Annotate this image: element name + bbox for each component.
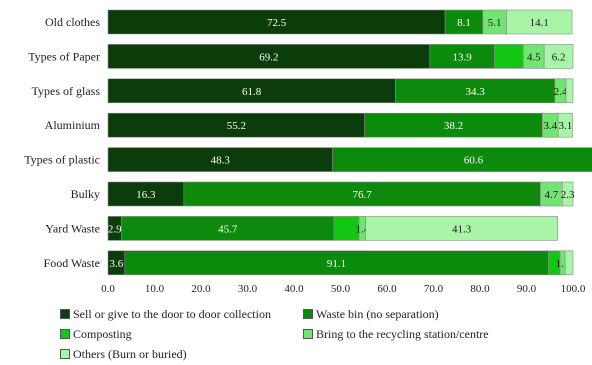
data-label: 13.9	[452, 51, 472, 63]
legend-label-door-collection: Sell or give to the door to door collect…	[73, 306, 271, 321]
legend-item-recycling-station: Bring to the recycling station/centre	[303, 327, 489, 342]
bar-segment	[562, 181, 574, 207]
bar-segment	[107, 147, 333, 172]
stacked-bar-chart: Old clothes Types of Paper Types of glass A…	[24, 9, 592, 295]
chart-legend: Sell or give to the door to door collect…	[60, 304, 590, 364]
bar-segment	[565, 78, 574, 104]
data-label: 60.6	[464, 155, 484, 167]
bar-segment	[364, 112, 543, 138]
data-label: 4.5	[527, 51, 541, 63]
legend-item-door-collection: Sell or give to the door to door collect…	[60, 307, 303, 322]
legend-item-others: Others (Burn or buried)	[60, 347, 303, 362]
data-label: 8.1	[457, 17, 471, 29]
data-label: 61.8	[242, 86, 262, 98]
legend-swatch-composting	[60, 329, 70, 339]
data-label: 55.2	[227, 120, 246, 132]
data-label: 41.3	[452, 223, 472, 235]
bar-segment	[543, 44, 574, 69]
bar-segment	[121, 216, 335, 241]
data-label: 2.9	[108, 223, 122, 235]
legend-item-waste-bin: Waste bin (no separation)	[303, 307, 439, 322]
bar-segment	[107, 9, 446, 35]
x-tick-label: 30.0	[238, 283, 258, 295]
legend-item-composting: Composting	[60, 327, 303, 342]
x-tick-label: 90.0	[517, 283, 537, 295]
x-tick-label: 70.0	[424, 283, 444, 295]
data-label: 45.7	[218, 223, 238, 235]
category-label: Yard Waste	[45, 221, 100, 235]
data-label: 5.1	[488, 17, 502, 29]
data-label: 14.1	[530, 17, 549, 29]
x-tick-label: 0.0	[101, 283, 115, 295]
bar-segment	[107, 44, 431, 69]
category-label: Food Waste	[44, 256, 100, 270]
data-label: 6.2	[552, 51, 566, 63]
x-tick-label: 50.0	[331, 283, 351, 295]
data-label: 3.6	[109, 258, 123, 270]
data-label: 91.1	[327, 258, 346, 270]
bar-segment	[332, 147, 592, 172]
data-label: 72.5	[267, 17, 287, 29]
x-tick-label: 10.0	[145, 283, 165, 295]
bar-segment	[444, 9, 484, 35]
x-tick-label: 40.0	[284, 283, 304, 295]
legend-swatch-door-collection	[60, 309, 70, 319]
bar-segment	[333, 216, 360, 241]
data-label: 34.3	[465, 86, 485, 98]
bar-segment	[365, 216, 558, 241]
data-label: 69.2	[259, 51, 278, 63]
legend-swatch-recycling-station	[303, 329, 313, 339]
category-label: Aluminium	[45, 118, 101, 132]
category-label: Types of glass	[32, 84, 101, 98]
bar-segment	[183, 181, 541, 207]
data-label: 2.4	[554, 86, 568, 98]
data-label: 16.3	[136, 189, 156, 201]
data-label: 76.7	[352, 189, 372, 201]
legend-swatch-others	[60, 349, 70, 359]
legend-label-composting: Composting	[73, 326, 132, 341]
bar-segment	[107, 78, 396, 104]
data-label: 48.3	[211, 155, 231, 167]
data-label: 3.4	[543, 120, 557, 132]
category-label: Types of Paper	[28, 49, 100, 63]
bar-segment	[395, 78, 556, 104]
legend-swatch-waste-bin	[303, 309, 313, 319]
category-label: Bulky	[71, 187, 100, 201]
data-label: 38.2	[444, 120, 463, 132]
x-tick-label: 100.0	[561, 283, 586, 295]
x-tick-label: 80.0	[470, 283, 490, 295]
data-label: 2.3	[561, 189, 575, 201]
data-label: 3.1	[558, 120, 572, 132]
bar-segment	[506, 9, 573, 35]
bar-segment	[557, 112, 573, 138]
legend-label-others: Others (Burn or buried)	[73, 346, 187, 361]
bar-segment	[494, 44, 524, 69]
x-tick-label: 20.0	[191, 283, 211, 295]
bar-segment	[564, 250, 574, 276]
legend-label-waste-bin: Waste bin (no separation)	[316, 306, 439, 321]
category-label: Types of plastic	[24, 153, 100, 167]
x-tick-label: 60.0	[377, 283, 397, 295]
bar-segment	[429, 44, 495, 69]
data-label: 4.7	[545, 189, 559, 201]
category-label: Old clothes	[45, 15, 100, 29]
legend-label-recycling-station: Bring to the recycling station/centre	[316, 326, 489, 341]
